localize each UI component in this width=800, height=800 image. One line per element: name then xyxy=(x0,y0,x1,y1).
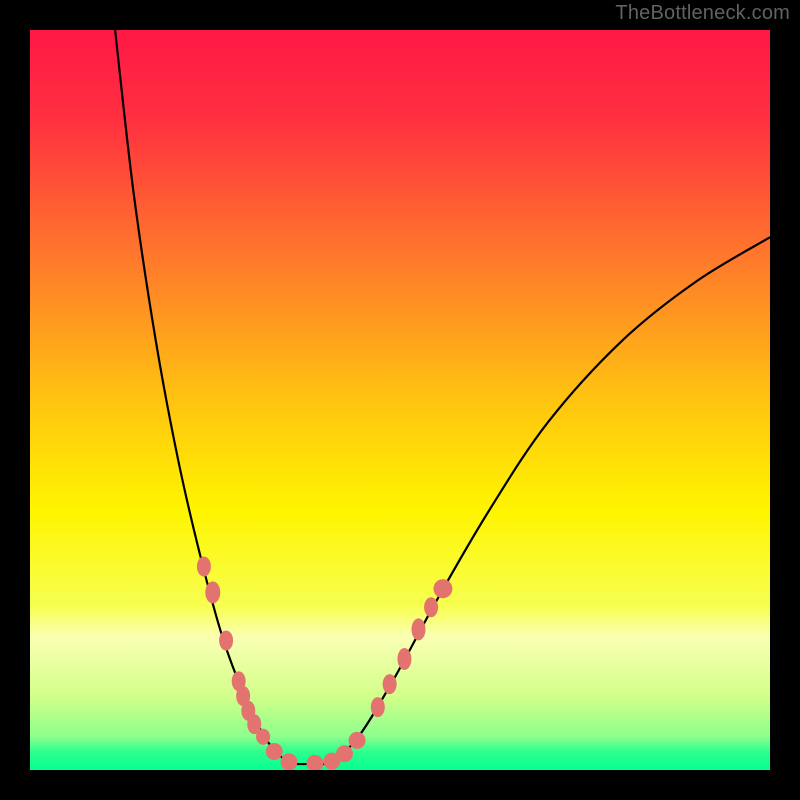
right-marker xyxy=(433,579,452,598)
right-marker xyxy=(383,674,397,694)
right-marker xyxy=(349,732,366,749)
right-marker xyxy=(336,745,353,762)
left-marker xyxy=(256,729,270,745)
left-marker xyxy=(219,631,233,651)
right-marker xyxy=(397,648,411,670)
right-marker xyxy=(412,618,426,640)
chart-svg xyxy=(0,0,800,800)
left-marker xyxy=(266,743,283,760)
left-marker xyxy=(197,557,211,577)
chart-stage: TheBottleneck.com xyxy=(0,0,800,800)
right-marker xyxy=(306,755,323,772)
right-marker xyxy=(424,597,438,617)
watermark-text: TheBottleneck.com xyxy=(615,2,790,25)
right-marker xyxy=(371,697,385,717)
left-marker xyxy=(281,753,298,770)
left-marker xyxy=(205,581,220,603)
